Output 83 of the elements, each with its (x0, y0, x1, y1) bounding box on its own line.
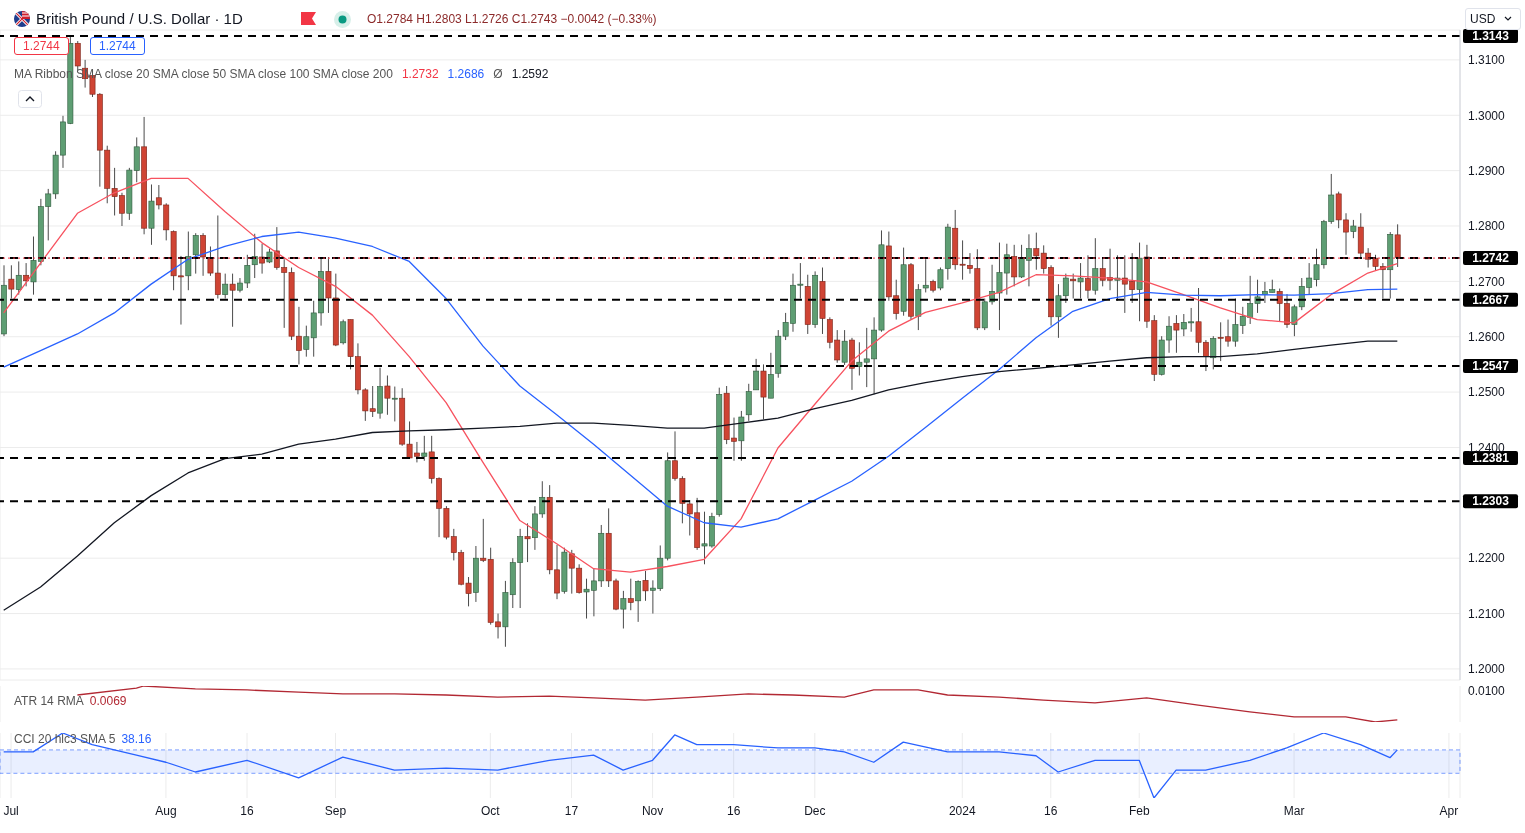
candlestick (1210, 335, 1217, 370)
y-tick-label: 1.3100 (1468, 53, 1506, 68)
candlestick (1092, 237, 1099, 296)
ref-line-label: 1.2303 (1472, 494, 1510, 509)
candlestick (1011, 244, 1018, 287)
candlestick (937, 267, 944, 291)
candlestick (620, 590, 627, 630)
candlestick (627, 578, 634, 611)
candlestick (384, 374, 391, 416)
text: USD (1465, 8, 1521, 30)
x-tick-label: Sep (324, 803, 347, 818)
candlestick (635, 579, 642, 623)
candlestick (841, 329, 848, 366)
x-tick-label: Dec (804, 803, 826, 818)
ref-line-label: 1.2667 (1472, 292, 1510, 307)
y-tick-label: 1.2100 (1468, 606, 1506, 621)
x-tick-label: Nov (641, 803, 664, 818)
candlestick (23, 262, 30, 287)
ref-line-label: 1.2547 (1472, 359, 1510, 374)
candlestick (1350, 219, 1357, 239)
chart-title: CCI 20 hlc3 SMA 5 (14, 732, 116, 746)
y-tick-label: 1.2700 (1468, 274, 1506, 289)
x-tick-label: Feb (1128, 803, 1150, 818)
y-tick-label: 1.2500 (1468, 385, 1506, 400)
y-tick-label: 1.2800 (1468, 219, 1506, 234)
x-tick-label: Aug (155, 803, 177, 818)
y-tick-label: 1.2600 (1468, 329, 1506, 344)
candlestick (753, 358, 760, 391)
x-tick-label: Jul (3, 803, 19, 818)
candlestick (922, 258, 929, 293)
annotation: 1.2744 (90, 37, 145, 55)
candlestick (185, 231, 192, 291)
candlestick (391, 386, 398, 422)
candlestick (229, 273, 236, 328)
y-tick-label: 1.2900 (1468, 163, 1506, 178)
candlestick (1085, 254, 1091, 300)
x-tick-label: 2024 (948, 803, 976, 818)
candlestick (192, 232, 199, 275)
ref-line-label: 1.3143 (1472, 29, 1510, 44)
candlestick (222, 273, 229, 300)
candlestick (767, 352, 774, 399)
y-tick-label: 1.2000 (1468, 662, 1506, 677)
annotation: 0.0069 (89, 694, 127, 708)
line-series (3, 177, 1398, 573)
candlestick (745, 383, 752, 422)
x-tick-label: 16 (1044, 803, 1058, 818)
candlestick (74, 40, 81, 71)
y-tick-label: 1.2200 (1468, 551, 1506, 566)
candlestick (1394, 223, 1401, 268)
annotation: 1.2732 (401, 67, 439, 81)
candlestick (8, 264, 15, 300)
candlestick (1173, 314, 1180, 354)
text: O1.2784 H1.2803 L1.2726 C1.2743 −0.0042 (−0.33%) (367, 12, 657, 26)
candlestick (1070, 273, 1077, 300)
candlestick (340, 319, 347, 345)
annotation: 38.16 (121, 732, 152, 746)
candlestick (524, 522, 531, 563)
annotation: 1.2744 (14, 37, 69, 55)
text: 0.0100 (1468, 684, 1505, 698)
annotation: 1.2592 (511, 67, 549, 81)
candlestick (1077, 262, 1084, 300)
x-tick-label: 16 (240, 803, 255, 818)
candlestick (738, 410, 745, 462)
x-tick-label: Oct (481, 803, 501, 818)
ref-line-label: 1.2381 (1472, 450, 1510, 465)
x-tick-label: 16 (727, 803, 741, 818)
candlestick (259, 243, 265, 275)
candlestick (251, 233, 258, 279)
chart-title: British Pound / U.S. Dollar · 1D (36, 10, 243, 27)
x-tick-label: 17 (564, 803, 579, 818)
candlestick (15, 260, 22, 296)
text: ATR 14 RMA (14, 694, 84, 708)
y-tick-label: 1.3000 (1468, 108, 1506, 123)
annotation: Ø (493, 67, 503, 81)
candlestick (421, 435, 428, 462)
line-series (3, 340, 1398, 611)
ref-line-label: 1.2742 (1472, 251, 1510, 266)
x-tick-label: Apr (1439, 803, 1459, 818)
candlestick (200, 232, 206, 277)
line-series (3, 231, 1398, 528)
annotation: 1.2686 (447, 67, 485, 81)
x-tick-label: Mar (1283, 803, 1305, 818)
candlestick (642, 570, 649, 602)
